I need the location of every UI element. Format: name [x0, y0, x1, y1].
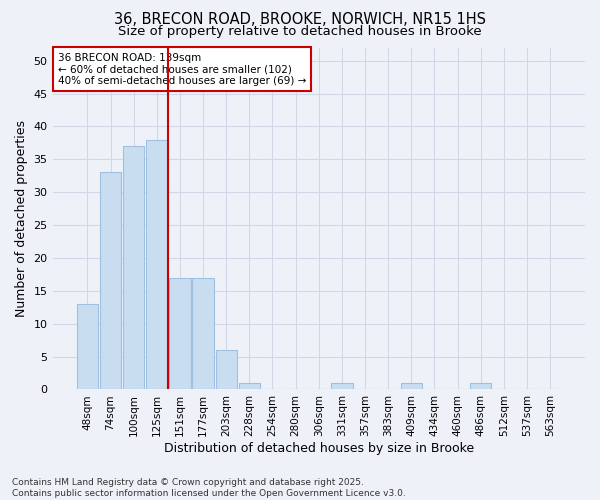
- Bar: [100, 172, 121, 390]
- Text: Size of property relative to detached houses in Brooke: Size of property relative to detached ho…: [118, 25, 482, 38]
- Bar: [215, 350, 237, 390]
- Bar: [470, 383, 491, 390]
- Text: 36 BRECON ROAD: 139sqm
← 60% of detached houses are smaller (102)
40% of semi-de: 36 BRECON ROAD: 139sqm ← 60% of detached…: [58, 52, 306, 86]
- Bar: [123, 146, 145, 390]
- Bar: [401, 383, 422, 390]
- Text: Contains HM Land Registry data © Crown copyright and database right 2025.
Contai: Contains HM Land Registry data © Crown c…: [12, 478, 406, 498]
- Y-axis label: Number of detached properties: Number of detached properties: [15, 120, 28, 317]
- Bar: [239, 383, 260, 390]
- Bar: [169, 278, 191, 390]
- Text: 36, BRECON ROAD, BROOKE, NORWICH, NR15 1HS: 36, BRECON ROAD, BROOKE, NORWICH, NR15 1…: [114, 12, 486, 28]
- Bar: [331, 383, 353, 390]
- Bar: [77, 304, 98, 390]
- Bar: [193, 278, 214, 390]
- X-axis label: Distribution of detached houses by size in Brooke: Distribution of detached houses by size …: [164, 442, 474, 455]
- Bar: [146, 140, 167, 390]
